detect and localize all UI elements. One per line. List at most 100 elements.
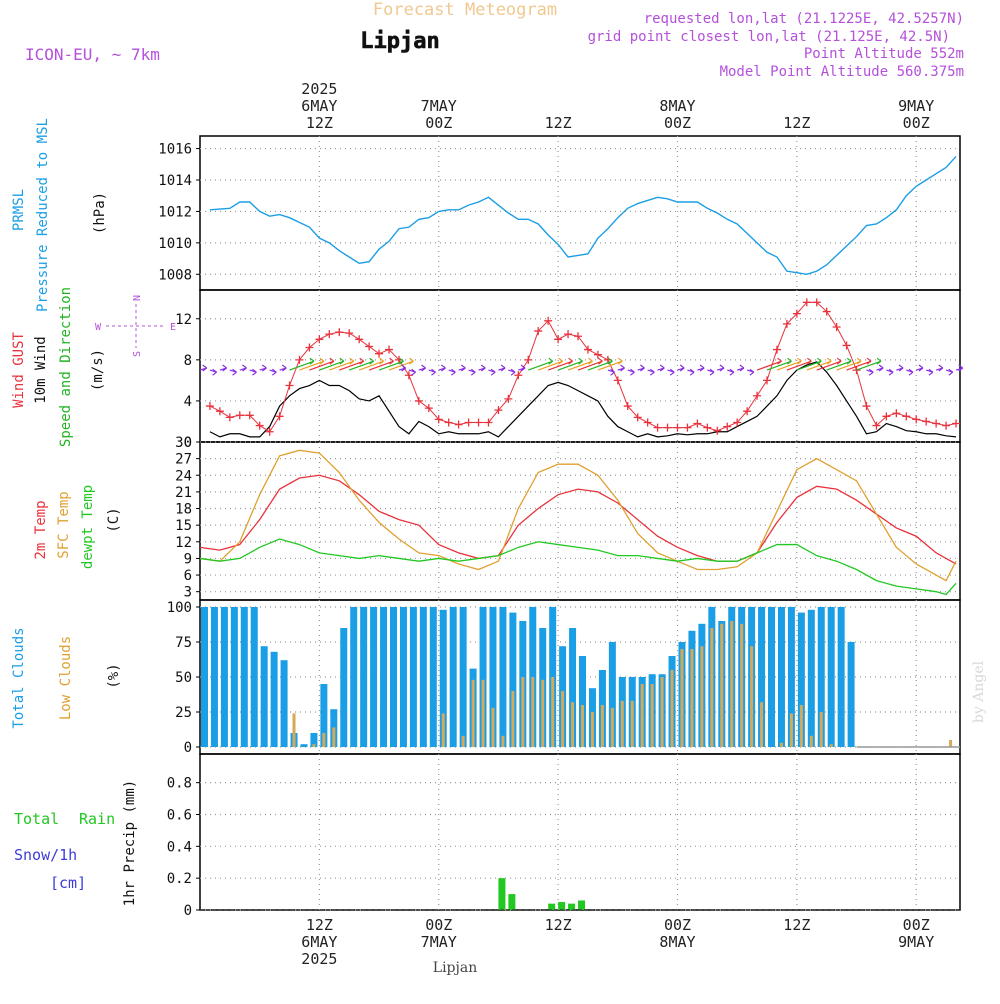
y-tick-label: 1012: [158, 204, 192, 220]
y-tick-label: 12: [175, 535, 192, 551]
total-cloud-bar: [509, 612, 517, 747]
compass-w: W: [95, 322, 102, 333]
wind-gust-marker: [315, 335, 324, 344]
bottom-time-label: 2025: [301, 950, 337, 968]
bottom-time-label: 00Z: [903, 916, 930, 934]
total-cloud-bar: [489, 607, 497, 747]
temperature-labels: 2m Temp SFC Temp dewpt Temp (C): [33, 485, 122, 569]
wind-gust-marker: [514, 371, 523, 380]
total-cloud-bar: [280, 660, 288, 747]
wind-arrow-head: [262, 364, 267, 372]
bottom-time-label: 12Z: [783, 916, 810, 934]
total-cloud-bar: [777, 607, 785, 747]
wind-arrow-head: [806, 357, 812, 365]
wind-direction-arrow: [378, 360, 404, 371]
top-time-label: 8MAY: [659, 97, 695, 115]
wind-gust-marker: [385, 345, 394, 354]
model-point-altitude: Model Point Altitude 560.375m: [720, 64, 964, 80]
low-cloud-bar: [561, 691, 565, 747]
wind-gust-marker: [454, 420, 463, 429]
low-cloud-bar: [949, 740, 953, 747]
precip-snow-label: Snow/1h: [14, 846, 77, 864]
y-tick-label: 18: [175, 502, 192, 518]
temp-sfc-label: SFC Temp: [56, 491, 72, 558]
y-tick-label: 4: [184, 394, 192, 410]
low-cloud-bar: [322, 733, 326, 747]
wind-arrow-head: [836, 357, 842, 365]
wind-arrow-head: [329, 357, 335, 365]
low-cloud-bar: [660, 677, 664, 747]
low-clouds-label: Low Clouds: [58, 636, 74, 720]
wind-arrow-head: [379, 357, 384, 365]
total-cloud-bar: [370, 607, 378, 747]
wind-gust-marker: [782, 319, 791, 328]
top-time-label: 00Z: [903, 114, 930, 132]
wind-arrow-head: [399, 357, 404, 365]
wind-arrow-head: [846, 357, 852, 365]
low-cloud-bar: [541, 679, 545, 747]
low-cloud-bar: [640, 684, 644, 747]
wind-speed-dir-label: Speed and Direction: [58, 287, 74, 447]
wind-gust-marker: [305, 343, 314, 352]
wind-arrow-head: [558, 357, 564, 365]
wind-direction-arrow: [358, 360, 384, 371]
wind-direction-arrow: [289, 360, 315, 371]
precip-panel: 0 0.2 0.4 0.6 0.8: [167, 753, 961, 919]
wind-direction-arrow: [806, 360, 832, 371]
wind-arrow-head: [610, 368, 615, 376]
low-cloud-bar: [670, 670, 674, 747]
y-tick-label: 0.6: [167, 807, 192, 823]
total-cloud-bar: [240, 607, 248, 747]
top-time-label: 00Z: [425, 114, 452, 132]
wind-gust-marker: [832, 322, 841, 331]
wind-direction-arrow: [597, 360, 623, 371]
wind-panel: 0 4 8 12: [175, 289, 964, 451]
wind-direction-arrow: [776, 360, 802, 371]
location-name: Lipjan: [360, 29, 439, 54]
top-time-label: 9MAY: [898, 97, 934, 115]
low-cloud-bar: [680, 649, 684, 747]
low-cloud-bar: [461, 735, 465, 747]
wind-gust-marker: [504, 394, 513, 403]
total-cloud-bar: [787, 607, 795, 747]
wind-gust-marker: [862, 402, 871, 411]
top-time-label: 12Z: [545, 114, 572, 132]
y-tick-label: 8: [184, 353, 192, 369]
wind-direction-arrow: [587, 360, 613, 371]
low-cloud-bar: [610, 707, 614, 747]
wind-gust-marker: [922, 417, 931, 426]
total-cloud-bar: [608, 642, 616, 747]
wind-gust-marker: [723, 422, 732, 431]
wind-arrow-head: [787, 357, 792, 365]
low-cloud-bar: [819, 712, 823, 747]
total-cloud-bar: [399, 607, 407, 747]
top-time-label: 7MAY: [421, 97, 457, 115]
wind-arrow-head: [401, 364, 406, 372]
wind-gust-marker: [365, 342, 374, 351]
low-cloud-bar: [481, 679, 485, 747]
wind-arrow-head: [856, 357, 862, 365]
wind-arrow-head: [659, 364, 665, 372]
wind-direction-arrow: [816, 360, 842, 371]
compass-s: S: [132, 351, 143, 357]
wind-direction-arrow: [856, 360, 882, 371]
wind-arrow-head: [409, 357, 414, 365]
wind-arrow-head: [958, 364, 964, 372]
wind-arrow-head: [252, 368, 257, 376]
wind-arrow-head: [617, 357, 623, 365]
wind-gust-marker: [733, 418, 742, 427]
pressure-label-prmsl: PRMSL: [11, 189, 27, 231]
clouds-unit: (%): [106, 663, 122, 688]
wind-gust-marker: [285, 381, 294, 390]
low-cloud-bar: [581, 705, 585, 747]
wind-gust-marker: [912, 415, 921, 424]
wind-gust-marker: [295, 355, 304, 364]
wind-arrow-head: [797, 357, 802, 365]
temp-unit: (C): [106, 507, 122, 532]
low-cloud-bar: [730, 621, 734, 747]
y-tick-label: 1008: [158, 267, 192, 283]
low-cloud-bar: [441, 713, 445, 747]
total-cloud-bar: [429, 607, 437, 747]
